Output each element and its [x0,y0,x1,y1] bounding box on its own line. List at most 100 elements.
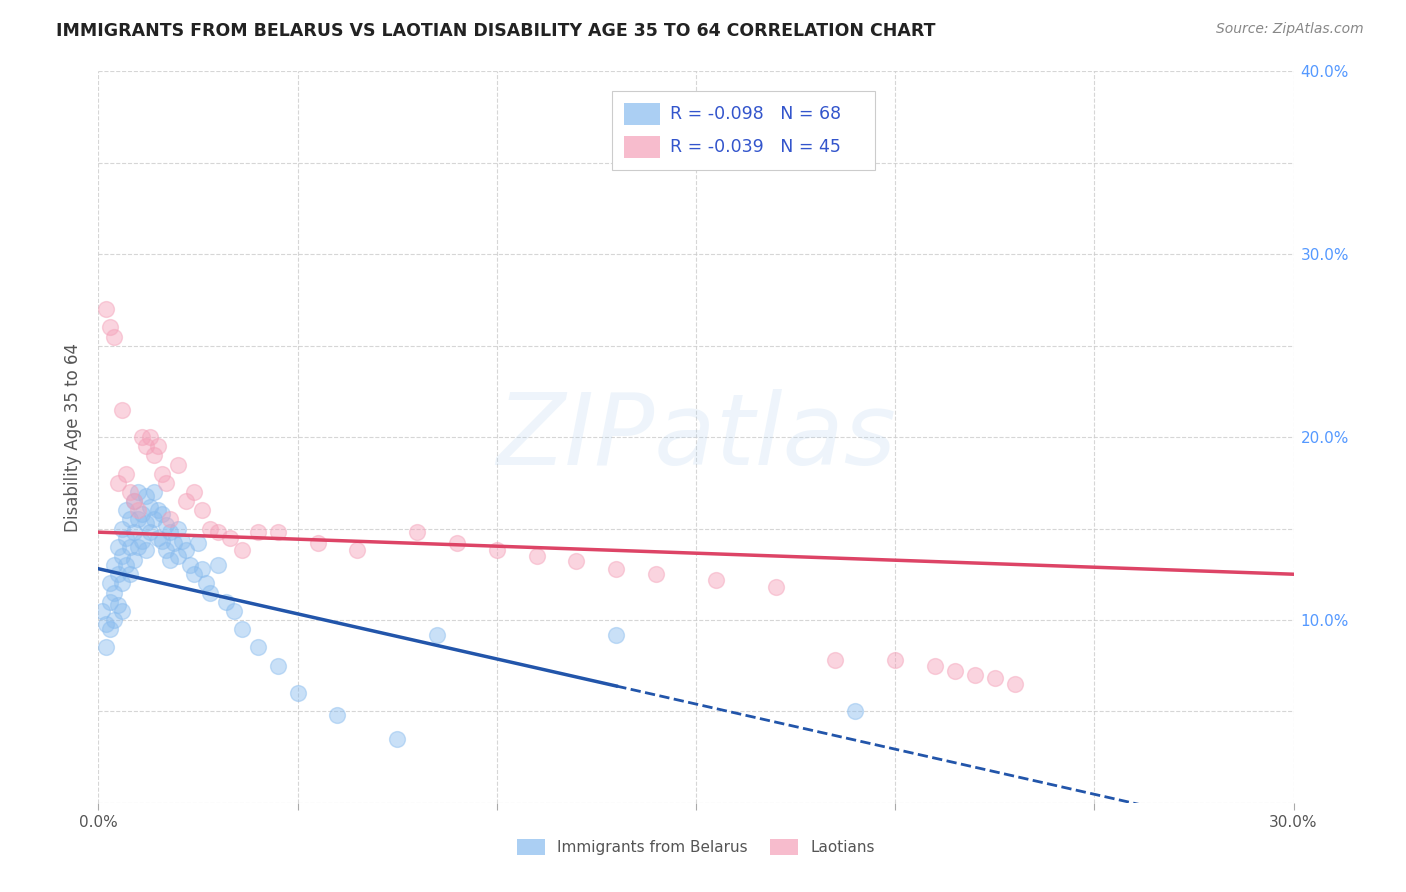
Point [127,503,149,517]
Point [115,467,138,481]
Point [246,640,269,655]
Point [167,458,190,472]
Point [131,430,153,444]
Point [605,627,627,641]
Point [107,567,129,582]
Point [107,475,129,490]
Point [103,329,125,343]
Point [120,485,142,500]
Point [924,658,946,673]
Point [191,503,214,517]
Text: Source: ZipAtlas.com: Source: ZipAtlas.com [1216,22,1364,37]
Point [127,540,149,554]
Point [191,562,214,576]
Y-axis label: Disability Age 35 to 64: Disability Age 35 to 64 [65,343,83,532]
Point [96,616,118,631]
Point [103,585,125,599]
Point [124,494,146,508]
Point [246,525,269,540]
Point [148,439,170,453]
Point [115,558,138,573]
Point [131,507,153,521]
Point [963,667,986,681]
Point [943,664,966,678]
Point [148,531,170,545]
Point [267,525,290,540]
Point [131,534,153,549]
Point [222,604,245,618]
Point [307,536,329,550]
Point [485,543,508,558]
Text: R = -0.098   N = 68: R = -0.098 N = 68 [669,104,841,123]
Point [115,503,138,517]
Point [385,731,409,746]
Point [150,507,173,521]
Point [765,580,787,594]
Point [526,549,548,563]
Point [215,594,238,608]
FancyBboxPatch shape [624,103,661,125]
Point [143,512,166,526]
Text: IMMIGRANTS FROM BELARUS VS LAOTIAN DISABILITY AGE 35 TO 64 CORRELATION CHART: IMMIGRANTS FROM BELARUS VS LAOTIAN DISAB… [56,22,936,40]
Point [98,622,122,636]
Point [446,536,468,550]
Point [150,467,173,481]
Point [127,512,149,526]
Point [565,554,588,568]
Point [346,543,368,558]
Point [111,604,134,618]
Point [645,567,668,582]
Point [96,301,118,317]
Point [231,543,253,558]
Point [207,558,229,573]
Point [103,558,125,573]
Point [120,512,142,526]
Point [107,540,129,554]
Point [174,494,197,508]
Point [287,686,309,700]
Point [103,613,125,627]
Point [167,549,190,563]
Point [183,485,205,500]
Point [406,525,429,540]
Point [159,525,181,540]
Point [179,558,201,573]
Point [111,549,134,563]
FancyBboxPatch shape [624,136,661,159]
Point [207,525,229,540]
Point [984,672,1007,686]
Point [1004,677,1026,691]
Point [267,658,290,673]
Legend: Immigrants from Belarus, Laotians: Immigrants from Belarus, Laotians [512,833,880,861]
Point [135,439,157,453]
Point [107,599,129,613]
Text: ZIPatlas: ZIPatlas [496,389,896,485]
Point [139,430,162,444]
Point [143,448,166,462]
Point [159,512,181,526]
Point [155,517,177,532]
Point [231,622,253,636]
Point [120,567,142,582]
Text: R = -0.039   N = 45: R = -0.039 N = 45 [669,138,841,156]
Point [198,585,221,599]
Point [183,567,205,582]
Point [824,653,846,667]
Point [124,525,146,540]
Point [91,604,114,618]
Point [704,573,727,587]
Point [115,531,138,545]
Point [167,521,190,535]
Point [124,552,146,566]
Point [174,543,197,558]
Point [844,705,866,719]
Point [326,708,349,723]
Point [111,576,134,591]
Point [155,475,177,490]
Point [143,485,166,500]
FancyBboxPatch shape [613,91,876,170]
Point [139,525,162,540]
Point [135,543,157,558]
Point [120,540,142,554]
Point [159,552,181,566]
